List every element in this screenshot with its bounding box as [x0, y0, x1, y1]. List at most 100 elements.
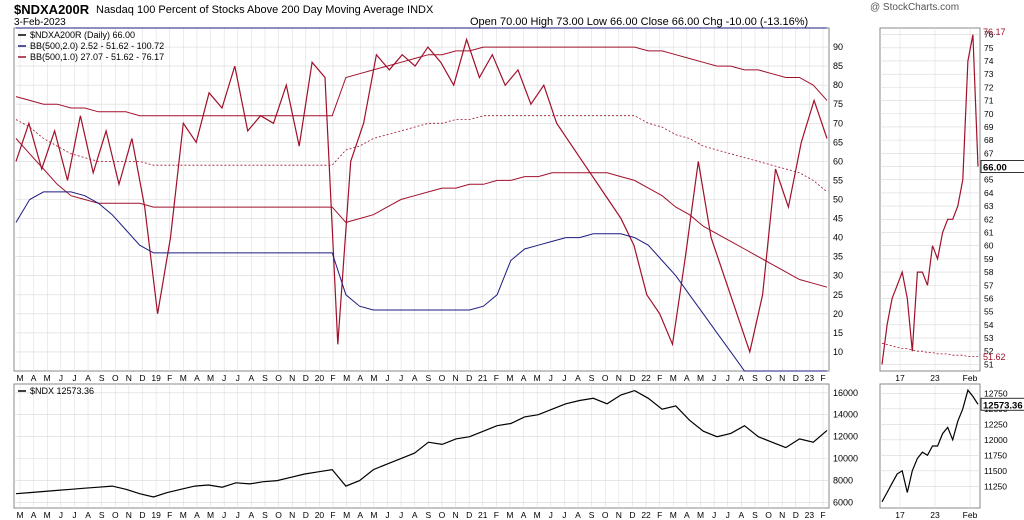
x-tick-label: A [575, 510, 581, 520]
x-tick-label: D [139, 510, 145, 520]
x-tick-label: J [59, 373, 63, 383]
x-tick-label: M [534, 510, 541, 520]
x-tick-label: A [31, 510, 37, 520]
y-tick-label: 75 [984, 43, 994, 53]
x-tick-label: A [194, 373, 200, 383]
x-tick-label: O [439, 373, 446, 383]
y-tick-label: 14000 [833, 410, 858, 420]
x-tick-label: O [275, 510, 282, 520]
x-tick-label: A [521, 510, 527, 520]
series-line-bb-middle [881, 342, 978, 357]
last-value-label: 66.00 [983, 163, 1007, 174]
y-tick-label: 68 [984, 135, 994, 145]
x-tick-label: F [330, 510, 335, 520]
x-tick-label: 22 [641, 373, 651, 383]
panel-frame [13, 383, 830, 509]
y-tick-label: 10000 [833, 454, 858, 464]
x-tick-label: O [112, 510, 119, 520]
y-tick-label: 67 [984, 148, 994, 158]
x-tick-label: M [44, 510, 51, 520]
x-tick-label: F [167, 373, 172, 383]
x-tick-label: J [72, 373, 76, 383]
x-tick-label: J [549, 510, 553, 520]
x-tick-label: F [820, 510, 825, 520]
y-tick-label: 54 [984, 320, 994, 330]
legend-entry: BB(500,2.0) 2.52 - 51.62 - 100.72 [30, 41, 164, 51]
x-tick-label: O [765, 510, 772, 520]
last-value-tag [980, 160, 1024, 173]
x-tick-label: 20 [315, 373, 325, 383]
last-value-tag [980, 397, 1024, 411]
upper-band-label: 76.17 [983, 27, 1006, 37]
y-tick-label: 72 [984, 82, 994, 92]
x-tick-label: J [726, 510, 730, 520]
x-tick-label: S [425, 510, 431, 520]
x-tick-label: A [575, 373, 581, 383]
x-tick-label: N [452, 510, 458, 520]
series-line-bb-middle [15, 115, 828, 193]
x-tick-label: M [343, 510, 350, 520]
x-tick-label: D [629, 510, 635, 520]
x-tick-label: J [712, 510, 716, 520]
chart-description: Nasdaq 100 Percent of Stocks Above 200 D… [96, 4, 434, 16]
x-tick-label: N [126, 510, 132, 520]
y-tick-label: 50 [833, 195, 843, 205]
x-tick-label: O [602, 373, 609, 383]
y-tick-label: 80 [833, 80, 843, 90]
y-tick-label: 40 [833, 233, 843, 243]
y-tick-label: 59 [984, 254, 994, 264]
x-tick-label: 20 [315, 510, 325, 520]
x-tick-label: M [370, 373, 377, 383]
x-tick-label: N [779, 373, 785, 383]
x-tick-label: F [494, 373, 499, 383]
x-tick-label: D [303, 373, 309, 383]
y-tick-label: 73 [984, 69, 994, 79]
x-tick-label: J [562, 373, 566, 383]
x-tick-label: N [616, 510, 622, 520]
x-tick-label: M [207, 510, 214, 520]
y-tick-label: 65 [984, 175, 994, 185]
y-tick-label: 45 [833, 214, 843, 224]
y-tick-label: 11500 [984, 466, 1007, 476]
x-tick-label: O [112, 373, 119, 383]
series-line--ndx [881, 388, 979, 503]
y-tick-label: 64 [984, 188, 994, 198]
x-tick-label: 22 [641, 510, 651, 520]
x-tick-label: J [712, 373, 716, 383]
y-tick-label: 90 [833, 42, 843, 52]
x-tick-label: O [602, 510, 609, 520]
x-tick-label: Feb [963, 510, 978, 520]
y-tick-label: 70 [984, 109, 994, 119]
x-tick-label: N [289, 373, 295, 383]
y-tick-label: 6000 [833, 498, 853, 508]
legend-entry: BB(500,1.0) 27.07 - 51.62 - 76.17 [30, 52, 164, 62]
x-tick-label: 23 [930, 373, 940, 383]
y-tick-label: 55 [984, 307, 994, 317]
x-tick-label: D [793, 510, 799, 520]
x-tick-label: A [739, 510, 745, 520]
y-tick-label: 8000 [833, 476, 853, 486]
y-tick-label: 52 [984, 346, 994, 356]
x-tick-label: M [16, 373, 23, 383]
ohlc-summary: Open 70.00 High 73.00 Low 66.00 Close 66… [470, 16, 809, 28]
x-tick-label: S [425, 373, 431, 383]
x-tick-label: F [330, 373, 335, 383]
x-tick-label: J [562, 510, 566, 520]
x-tick-label: 23 [805, 373, 815, 383]
x-tick-label: S [752, 373, 758, 383]
x-tick-label: A [357, 510, 363, 520]
y-tick-label: 63 [984, 201, 994, 211]
x-tick-label: D [466, 373, 472, 383]
x-tick-label: S [589, 510, 595, 520]
y-tick-label: 35 [833, 252, 843, 262]
y-tick-label: 58 [984, 267, 994, 277]
x-tick-label: N [289, 510, 295, 520]
x-tick-label: F [657, 373, 662, 383]
x-tick-label: 21 [478, 510, 488, 520]
x-tick-label: N [779, 510, 785, 520]
x-tick-label: M [44, 373, 51, 383]
x-tick-label: A [412, 373, 418, 383]
y-tick-label: 20 [833, 309, 843, 319]
x-tick-label: M [670, 373, 677, 383]
